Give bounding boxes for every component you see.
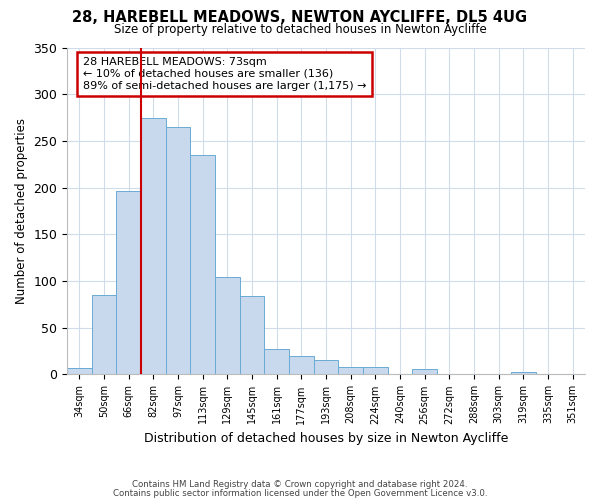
Bar bbox=[92, 295, 116, 374]
Text: 28, HAREBELL MEADOWS, NEWTON AYCLIFFE, DL5 4UG: 28, HAREBELL MEADOWS, NEWTON AYCLIFFE, D… bbox=[73, 10, 527, 25]
Bar bbox=[265, 349, 289, 374]
Text: 28 HAREBELL MEADOWS: 73sqm
← 10% of detached houses are smaller (136)
89% of sem: 28 HAREBELL MEADOWS: 73sqm ← 10% of deta… bbox=[83, 58, 366, 90]
Bar bbox=[190, 155, 215, 374]
Text: Contains public sector information licensed under the Open Government Licence v3: Contains public sector information licen… bbox=[113, 489, 487, 498]
Bar bbox=[289, 356, 314, 374]
Bar bbox=[511, 372, 536, 374]
Bar bbox=[314, 360, 338, 374]
Bar bbox=[67, 368, 92, 374]
Bar bbox=[338, 367, 363, 374]
Text: Size of property relative to detached houses in Newton Aycliffe: Size of property relative to detached ho… bbox=[113, 22, 487, 36]
Bar bbox=[116, 192, 141, 374]
Bar bbox=[141, 118, 166, 374]
X-axis label: Distribution of detached houses by size in Newton Aycliffe: Distribution of detached houses by size … bbox=[144, 432, 508, 445]
Bar bbox=[166, 127, 190, 374]
Bar bbox=[240, 296, 265, 374]
Text: Contains HM Land Registry data © Crown copyright and database right 2024.: Contains HM Land Registry data © Crown c… bbox=[132, 480, 468, 489]
Bar bbox=[412, 369, 437, 374]
Bar bbox=[215, 278, 240, 374]
Bar bbox=[363, 367, 388, 374]
Y-axis label: Number of detached properties: Number of detached properties bbox=[15, 118, 28, 304]
